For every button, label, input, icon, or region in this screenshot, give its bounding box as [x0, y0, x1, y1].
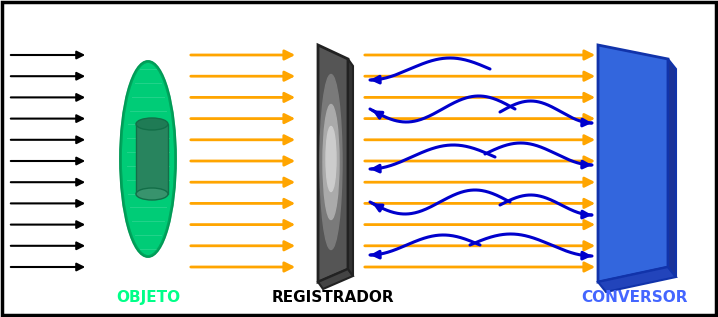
Ellipse shape	[121, 61, 175, 256]
Polygon shape	[348, 59, 353, 276]
Text: CONVERSOR: CONVERSOR	[581, 290, 687, 305]
Bar	[136, 124, 168, 194]
Polygon shape	[318, 269, 353, 289]
Polygon shape	[598, 45, 668, 282]
Text: REGISTRADOR: REGISTRADOR	[271, 290, 394, 305]
Ellipse shape	[320, 74, 342, 249]
Ellipse shape	[136, 188, 168, 200]
Ellipse shape	[323, 105, 339, 219]
Ellipse shape	[121, 61, 175, 256]
Ellipse shape	[136, 118, 168, 130]
Text: OBJETO: OBJETO	[116, 290, 180, 305]
Polygon shape	[668, 59, 676, 277]
Ellipse shape	[326, 126, 336, 191]
Polygon shape	[318, 45, 348, 282]
Polygon shape	[598, 267, 676, 292]
